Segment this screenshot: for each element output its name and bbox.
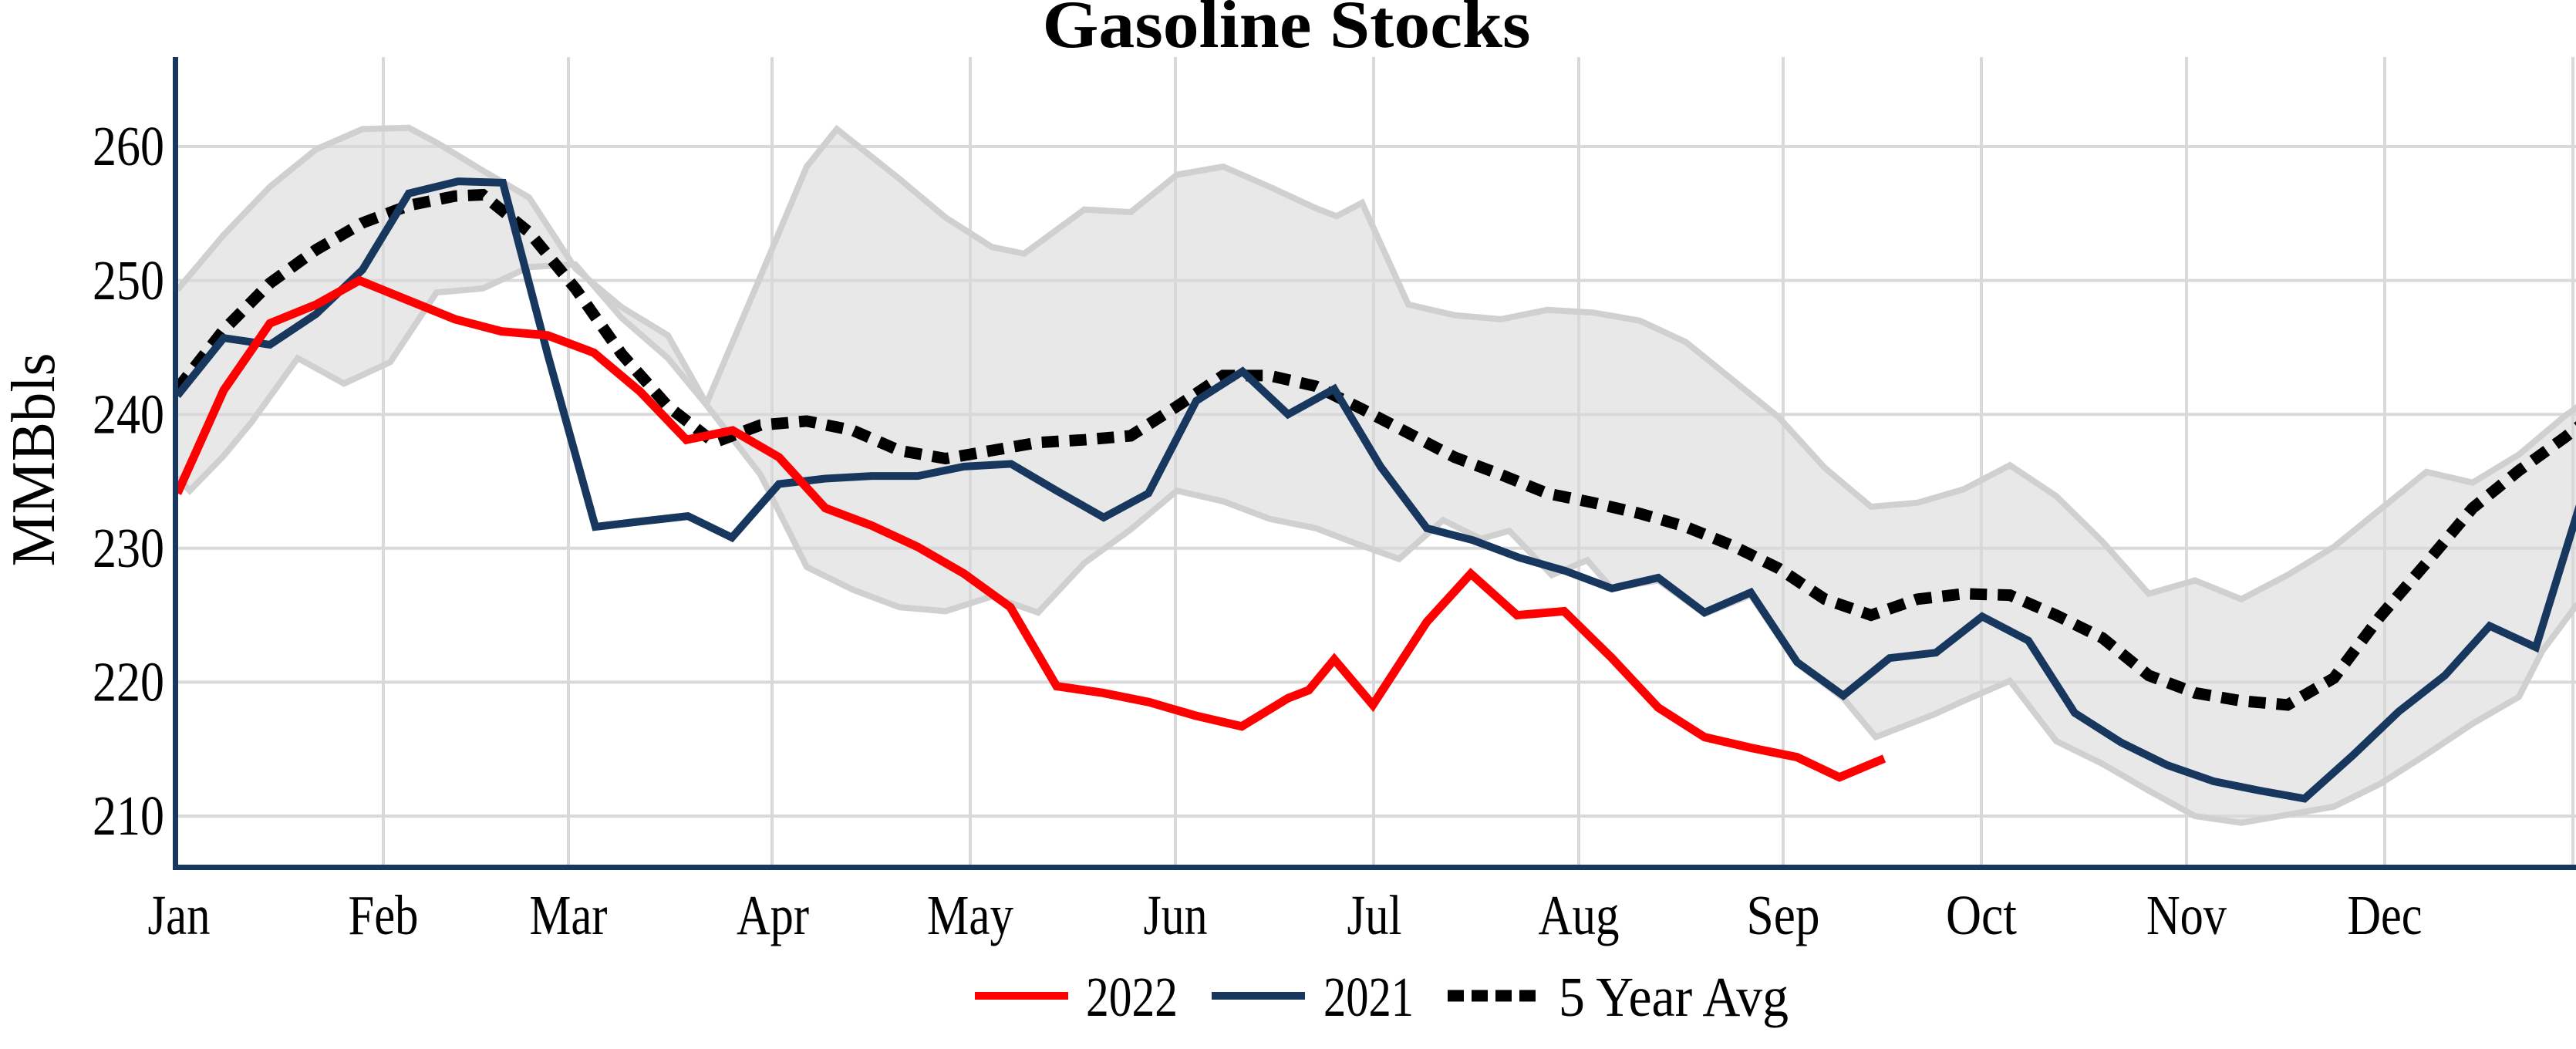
svg-text:240: 240 <box>93 383 164 445</box>
svg-text:2021: 2021 <box>1323 966 1414 1028</box>
svg-text:May: May <box>927 884 1013 946</box>
svg-text:Jan: Jan <box>148 884 211 946</box>
svg-text:Oct: Oct <box>1946 884 2017 946</box>
svg-text:220: 220 <box>93 651 164 713</box>
svg-text:MMBbls: MMBbls <box>0 353 68 567</box>
svg-text:230: 230 <box>93 517 164 579</box>
svg-text:Feb: Feb <box>349 884 419 946</box>
svg-text:Sep: Sep <box>1747 884 1820 946</box>
svg-text:Apr: Apr <box>737 884 809 946</box>
svg-text:Jul: Jul <box>1347 884 1402 946</box>
svg-text:Gasoline Stocks: Gasoline Stocks <box>1043 0 1531 62</box>
svg-text:260: 260 <box>93 115 164 177</box>
svg-text:Jun: Jun <box>1144 884 1208 946</box>
svg-text:250: 250 <box>93 249 164 312</box>
svg-text:Mar: Mar <box>530 884 608 946</box>
svg-text:210: 210 <box>93 784 164 847</box>
svg-text:5 Year Avg: 5 Year Avg <box>1559 966 1789 1028</box>
svg-text:Nov: Nov <box>2146 884 2227 946</box>
svg-text:Dec: Dec <box>2348 884 2423 946</box>
svg-text:2022: 2022 <box>1086 966 1178 1028</box>
svg-text:Aug: Aug <box>1539 884 1620 946</box>
